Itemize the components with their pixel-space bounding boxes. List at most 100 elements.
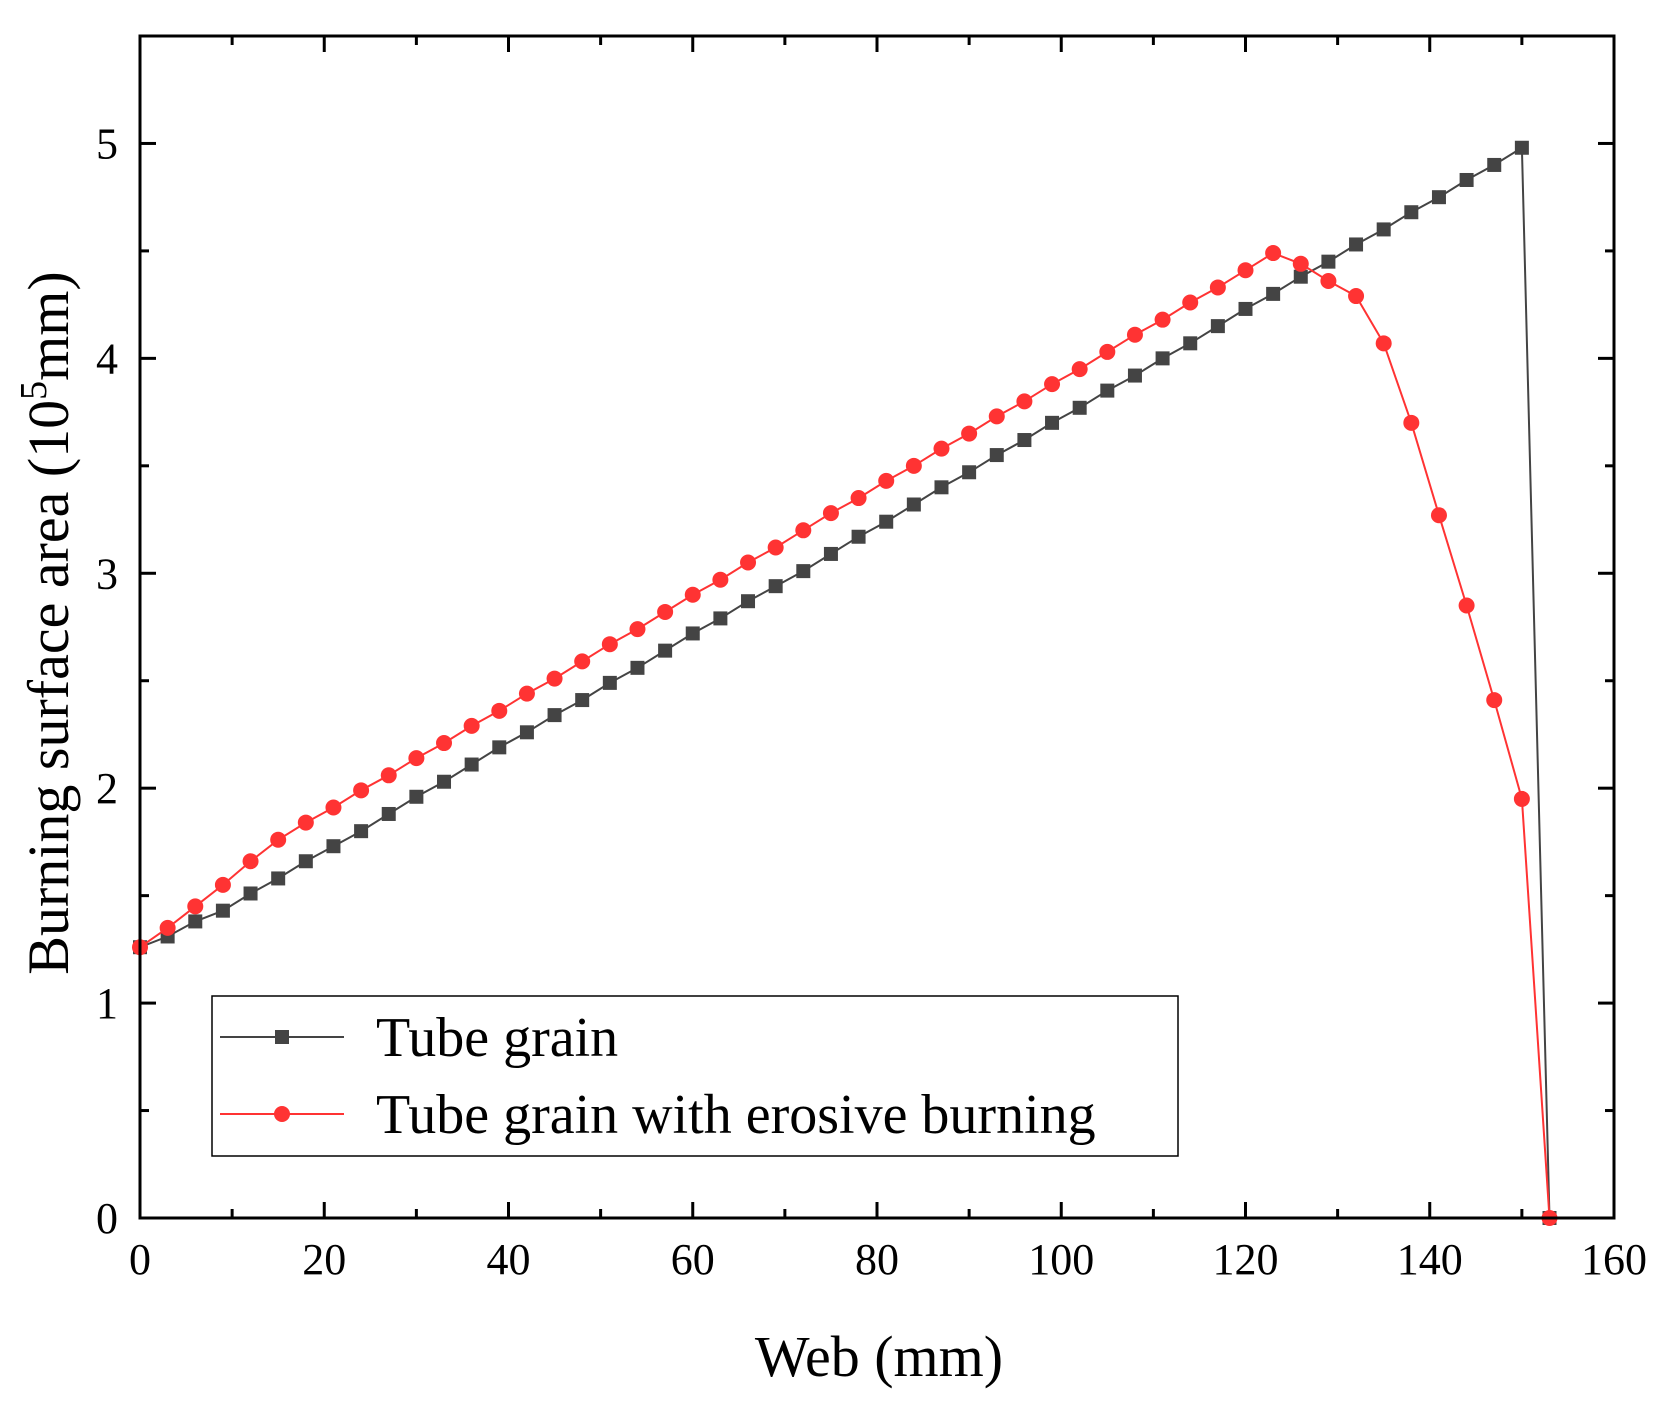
legend-label: Tube grain with erosive burning [376, 1084, 1096, 1146]
data-point [1293, 269, 1308, 284]
data-point [962, 465, 977, 480]
data-point [906, 497, 921, 512]
data-point [823, 546, 838, 561]
data-point [989, 448, 1004, 463]
data-point [518, 685, 535, 702]
data-point [1376, 222, 1391, 237]
data-point [574, 653, 591, 670]
data-point [602, 675, 617, 690]
data-point [354, 824, 369, 839]
series-layer [132, 140, 1558, 1226]
data-point [1513, 790, 1530, 807]
data-point [1017, 433, 1032, 448]
data-point [934, 480, 949, 495]
data-point [242, 853, 259, 870]
data-point [988, 408, 1005, 425]
data-point [1100, 383, 1115, 398]
data-point [933, 440, 950, 457]
axes-layer: 0 20 40 60 80 100 120 140 160 0 1 2 3 4 5 [96, 34, 1647, 1284]
y-tick-label: 4 [96, 334, 118, 383]
data-point [243, 886, 258, 901]
x-tick-label: 140 [1397, 1235, 1463, 1284]
data-point [492, 740, 507, 755]
data-point [1486, 692, 1503, 709]
data-point [325, 799, 342, 816]
x-tick-label: 80 [855, 1235, 899, 1284]
x-tick-label: 160 [1581, 1235, 1647, 1284]
y-tick-label: 3 [96, 549, 118, 598]
data-point [1238, 301, 1253, 316]
data-point [1292, 255, 1309, 272]
data-point [795, 522, 812, 539]
y-axis-title: Burning surface area (105mm) [13, 271, 81, 974]
data-point [1071, 361, 1088, 378]
data-point [657, 603, 674, 620]
data-point [187, 898, 204, 915]
data-point [1348, 288, 1365, 305]
data-point [1430, 507, 1447, 524]
data-point [159, 919, 176, 936]
data-point [658, 643, 673, 658]
data-point [685, 626, 700, 641]
data-point [1210, 319, 1225, 334]
data-point [1209, 279, 1226, 296]
data-point [1237, 262, 1254, 279]
y-axis-title-prefix: Burning surface area (10 [16, 400, 81, 975]
legend-marker [275, 1030, 289, 1044]
data-point [1459, 172, 1474, 187]
data-point [741, 594, 756, 609]
data-point [879, 514, 894, 529]
data-point [1155, 351, 1170, 366]
data-point [767, 539, 784, 556]
data-point [1154, 311, 1171, 328]
x-tick-label: 40 [487, 1235, 531, 1284]
x-tick-label: 120 [1213, 1235, 1279, 1284]
data-point [1375, 335, 1392, 352]
data-point [298, 854, 313, 869]
data-point [1016, 393, 1033, 410]
data-point [1127, 368, 1142, 383]
x-tick-label: 20 [302, 1235, 346, 1284]
data-point [629, 621, 646, 638]
data-point [1404, 205, 1419, 220]
data-point [297, 814, 314, 831]
data-point [1487, 157, 1502, 172]
data-point [188, 914, 203, 929]
data-point [326, 839, 341, 854]
data-point [546, 670, 563, 687]
data-point [408, 750, 425, 767]
data-point [1126, 326, 1143, 343]
data-point [436, 735, 453, 752]
data-point [575, 693, 590, 708]
data-point [1183, 336, 1198, 351]
legend-label: Tube grain [376, 1007, 618, 1069]
y-tick-label: 5 [96, 119, 118, 168]
data-point [1321, 254, 1336, 269]
data-point [1458, 597, 1475, 614]
legend: Tube grain Tube grain with erosive burnin… [211, 995, 1179, 1157]
series-line [139, 251, 1551, 1219]
data-point [878, 472, 895, 489]
data-point [353, 782, 370, 799]
data-point [270, 831, 287, 848]
x-axis-title: Web (mm) [755, 1324, 1003, 1389]
data-point [1265, 245, 1282, 262]
data-point [905, 457, 922, 474]
data-point [547, 708, 562, 723]
data-point [1266, 286, 1281, 301]
data-point [796, 564, 811, 579]
data-point [1514, 140, 1529, 155]
y-tick-label: 2 [96, 764, 118, 813]
data-point [1403, 414, 1420, 431]
data-point [1044, 376, 1061, 393]
data-point [850, 490, 867, 507]
data-point [215, 903, 230, 918]
data-point [1045, 415, 1060, 430]
data-point [684, 586, 701, 603]
data-point [380, 767, 397, 784]
y-tick-label: 0 [96, 1194, 118, 1243]
data-point [381, 806, 396, 821]
data-point [768, 579, 783, 594]
series-1 [133, 140, 1557, 1225]
